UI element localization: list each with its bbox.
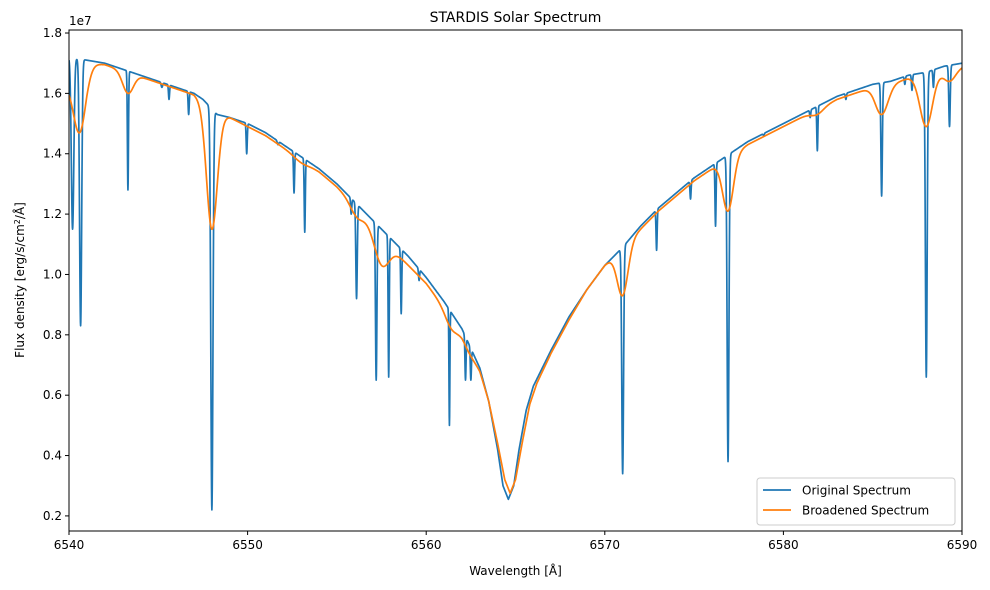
x-tick-label: 6560 xyxy=(411,538,442,552)
plot-background xyxy=(69,30,962,531)
original-spectrum-line xyxy=(69,58,962,511)
x-axis: 6540 6550 6560 6570 6580 6590 xyxy=(54,531,978,552)
y-tick-label: 1.4 xyxy=(43,147,62,161)
y-tick-label: 1.6 xyxy=(43,86,62,100)
y-tick-label: 0.2 xyxy=(43,509,62,523)
y-tick-label: 0.6 xyxy=(43,388,62,402)
x-tick-label: 6580 xyxy=(768,538,799,552)
legend-label-broadened: Broadened Spectrum xyxy=(802,504,929,518)
x-tick-label: 6590 xyxy=(947,538,978,552)
y-axis: 0.2 0.4 0.6 0.8 1.0 1.2 1.4 1.6 1.8 xyxy=(43,26,69,523)
x-axis-label: Wavelength [Å] xyxy=(469,563,562,578)
legend-box xyxy=(756,477,956,526)
plot-frame xyxy=(68,29,963,532)
x-tick-label: 6540 xyxy=(54,538,85,552)
y-offset-text: 1e7 xyxy=(69,14,92,28)
x-tick-label: 6570 xyxy=(590,538,621,552)
x-tick-label: 6550 xyxy=(232,538,263,552)
legend-label-original: Original Spectrum xyxy=(802,484,911,498)
y-tick-label: 0.4 xyxy=(43,449,62,463)
series-layer xyxy=(69,58,962,511)
y-tick-label: 0.8 xyxy=(43,328,62,342)
chart-title: STARDIS Solar Spectrum xyxy=(430,10,602,26)
y-tick-label: 1.8 xyxy=(43,26,62,40)
y-axis-label: Flux density [erg/s/cm2/Å] xyxy=(12,202,27,358)
legend: Original Spectrum Broadened Spectrum xyxy=(756,477,956,526)
y-tick-label: 1.0 xyxy=(43,267,62,281)
y-tick-label: 1.2 xyxy=(43,207,62,221)
broadened-spectrum-line xyxy=(69,63,962,495)
